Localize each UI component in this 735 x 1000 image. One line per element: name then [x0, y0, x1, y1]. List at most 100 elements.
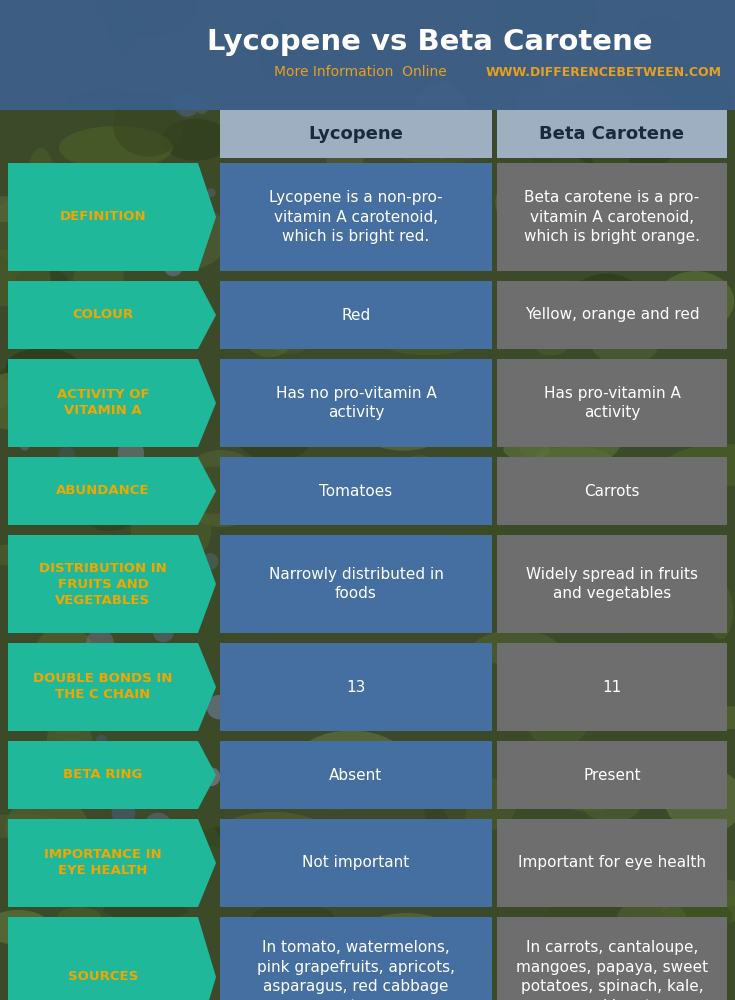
Ellipse shape	[535, 338, 567, 355]
Ellipse shape	[526, 692, 589, 747]
Text: BETA RING: BETA RING	[63, 768, 143, 782]
Ellipse shape	[423, 766, 467, 837]
Circle shape	[174, 92, 199, 117]
Polygon shape	[8, 163, 216, 271]
Ellipse shape	[101, 471, 136, 531]
Bar	[220, 643, 492, 731]
Text: Beta Carotene: Beta Carotene	[539, 125, 684, 143]
Text: 11: 11	[603, 680, 622, 694]
Ellipse shape	[79, 485, 140, 531]
Ellipse shape	[614, 217, 640, 251]
Ellipse shape	[543, 764, 576, 808]
Circle shape	[167, 375, 191, 399]
Ellipse shape	[590, 316, 660, 365]
Text: Beta carotene is a pro-
vitamin A carotenoid,
which is bright orange.: Beta carotene is a pro- vitamin A carote…	[524, 190, 700, 244]
Circle shape	[144, 813, 172, 841]
Ellipse shape	[171, 563, 201, 618]
Circle shape	[58, 447, 75, 463]
Ellipse shape	[535, 447, 612, 471]
Circle shape	[58, 227, 84, 253]
Circle shape	[202, 553, 218, 570]
Bar	[497, 917, 727, 1000]
Ellipse shape	[708, 584, 734, 639]
Ellipse shape	[333, 680, 411, 708]
Bar	[220, 281, 492, 349]
Ellipse shape	[664, 898, 731, 935]
Ellipse shape	[176, 467, 254, 514]
Text: Not important: Not important	[302, 856, 409, 870]
Ellipse shape	[265, 961, 374, 1000]
Text: Carrots: Carrots	[584, 484, 639, 498]
Text: SOURCES: SOURCES	[68, 970, 138, 984]
Text: DEFINITION: DEFINITION	[60, 211, 146, 224]
Ellipse shape	[574, 273, 639, 317]
Ellipse shape	[447, 76, 509, 93]
Ellipse shape	[178, 450, 265, 527]
Circle shape	[118, 440, 144, 466]
Ellipse shape	[541, 59, 609, 106]
Ellipse shape	[231, 827, 281, 880]
Circle shape	[112, 801, 135, 825]
Ellipse shape	[397, 455, 443, 492]
Text: Has no pro-vitamin A
activity: Has no pro-vitamin A activity	[276, 386, 437, 420]
Ellipse shape	[34, 625, 96, 691]
Ellipse shape	[667, 706, 735, 729]
Circle shape	[96, 735, 107, 746]
Text: WWW.DIFFERENCEBETWEEN.COM: WWW.DIFFERENCEBETWEEN.COM	[486, 66, 722, 79]
Ellipse shape	[74, 257, 123, 299]
Ellipse shape	[268, 928, 348, 1000]
Polygon shape	[8, 281, 216, 349]
Ellipse shape	[162, 119, 230, 161]
Ellipse shape	[617, 897, 686, 945]
Bar	[497, 535, 727, 633]
Ellipse shape	[113, 93, 184, 157]
Ellipse shape	[345, 838, 411, 878]
Ellipse shape	[298, 537, 395, 593]
Circle shape	[24, 783, 49, 808]
Ellipse shape	[56, 643, 104, 701]
Bar	[497, 110, 727, 158]
Ellipse shape	[437, 528, 536, 586]
Ellipse shape	[540, 898, 637, 958]
Polygon shape	[8, 819, 216, 907]
Ellipse shape	[631, 699, 669, 720]
Ellipse shape	[326, 114, 364, 188]
Text: 13: 13	[346, 680, 366, 694]
Ellipse shape	[0, 404, 60, 433]
Ellipse shape	[0, 196, 44, 222]
Circle shape	[51, 384, 64, 397]
Ellipse shape	[503, 439, 551, 460]
Ellipse shape	[131, 495, 211, 566]
Ellipse shape	[495, 167, 585, 238]
Ellipse shape	[0, 814, 71, 838]
Ellipse shape	[387, 339, 467, 355]
Circle shape	[86, 381, 96, 391]
Text: ABUNDANCE: ABUNDANCE	[57, 485, 150, 497]
Circle shape	[93, 664, 107, 679]
Ellipse shape	[254, 282, 325, 354]
Ellipse shape	[302, 745, 407, 793]
Text: In carrots, cantaloupe,
mangoes, papaya, sweet
potatoes, spinach, kale,
pumpkin,: In carrots, cantaloupe, mangoes, papaya,…	[516, 940, 708, 1000]
Ellipse shape	[495, 0, 598, 50]
Ellipse shape	[443, 776, 516, 832]
Circle shape	[196, 102, 208, 114]
Text: Important for eye health: Important for eye health	[518, 856, 706, 870]
Ellipse shape	[232, 390, 318, 462]
Ellipse shape	[582, 788, 641, 822]
Text: Widely spread in fruits
and vegetables: Widely spread in fruits and vegetables	[526, 567, 698, 601]
Ellipse shape	[67, 90, 146, 116]
Circle shape	[37, 384, 63, 411]
Bar	[497, 281, 727, 349]
Text: Lycopene vs Beta Carotene: Lycopene vs Beta Carotene	[207, 28, 653, 56]
Ellipse shape	[592, 126, 630, 180]
Ellipse shape	[382, 548, 448, 597]
Ellipse shape	[665, 768, 735, 834]
Ellipse shape	[309, 176, 360, 229]
Ellipse shape	[653, 153, 701, 178]
Text: Has pro-vitamin A
activity: Has pro-vitamin A activity	[544, 386, 681, 420]
Text: DOUBLE BONDS IN
THE C CHAIN: DOUBLE BONDS IN THE C CHAIN	[33, 672, 173, 702]
Bar	[220, 819, 492, 907]
Bar	[220, 917, 492, 1000]
Ellipse shape	[135, 203, 229, 271]
Ellipse shape	[108, 0, 137, 54]
